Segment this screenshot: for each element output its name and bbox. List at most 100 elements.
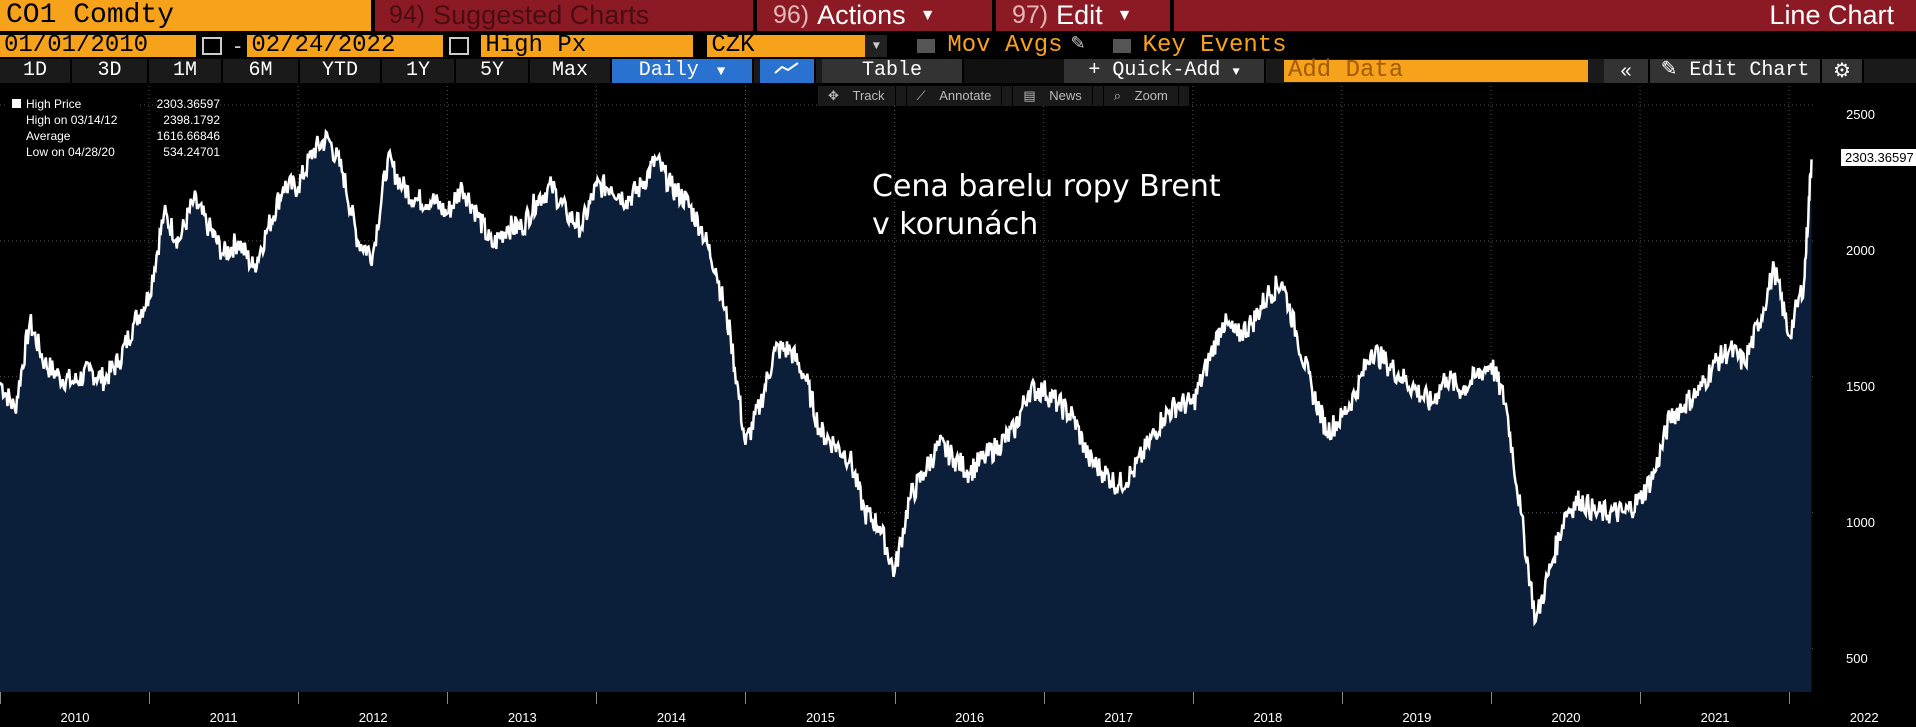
x-tick-label: 2012 (358, 710, 388, 725)
calendar-icon[interactable] (202, 37, 222, 55)
pencil-icon: ✎ (1660, 59, 1678, 82)
quick-add-button[interactable]: + Quick-Add ▼ (1064, 59, 1266, 83)
x-tick-label: 2022 (1849, 710, 1879, 725)
annotate-tool[interactable]: ⟋ Annotate (907, 86, 1014, 106)
x-tick-mark (596, 692, 598, 704)
legend-label: Average (8, 128, 138, 144)
last-price-tag: 2303.36597 (1841, 149, 1916, 166)
key-events-checkbox[interactable] (1112, 39, 1131, 53)
legend-label: Low on 04/28/20 (8, 144, 138, 160)
title-bar: CO1 Comdty 94) Suggested Charts 96) Acti… (0, 0, 1916, 33)
x-tick-mark (149, 692, 151, 704)
date-separator: - (234, 33, 242, 58)
period-toolbar: 1D 3D 1M 6M YTD 1Y 5Y Max Daily ▼ Table … (0, 59, 1916, 83)
annotate-label: Annotate (929, 86, 1003, 105)
legend-row: High Price 2303.36597 (8, 96, 220, 112)
field-select[interactable]: High Px (481, 34, 694, 58)
period-1y[interactable]: 1Y (382, 59, 456, 83)
actions-menu[interactable]: 96) Actions ▼ (757, 0, 992, 31)
calendar-icon[interactable] (449, 37, 470, 55)
frequency-label: Daily (638, 59, 699, 82)
price-chart[interactable] (0, 86, 1838, 692)
period-1m[interactable]: 1M (149, 59, 223, 83)
legend-label: High on 03/14/12 (8, 112, 138, 128)
x-tick-label: 2020 (1551, 710, 1581, 725)
legend-row: Low on 04/28/20 534.24701 (8, 144, 220, 160)
add-data-input[interactable]: Add Data (1284, 59, 1588, 83)
ticker-field[interactable]: CO1 Comdty (0, 0, 371, 31)
legend-value: 1616.66846 (156, 129, 220, 143)
table-button[interactable]: Table (822, 59, 964, 83)
legend-label: High Price (8, 96, 138, 112)
edit-chart-button[interactable]: ✎ Edit Chart (1650, 59, 1822, 83)
series-swatch (12, 99, 21, 108)
x-tick-label: 2013 (507, 710, 537, 725)
period-6m[interactable]: 6M (223, 59, 300, 83)
edit-num: 97) (1012, 1, 1049, 29)
x-tick-label: 2014 (656, 710, 686, 725)
annotation-line-2: v korunách (872, 207, 1039, 242)
y-tick-label: 1500 (1846, 378, 1875, 394)
end-date-field[interactable]: 02/24/2022 (247, 34, 444, 58)
period-ytd[interactable]: YTD (300, 59, 382, 83)
period-5y[interactable]: 5Y (456, 59, 530, 83)
suggested-label: Suggested Charts (433, 0, 650, 30)
x-tick-label: 2017 (1104, 710, 1134, 725)
quick-add-label: Quick-Add (1112, 59, 1221, 82)
chevron-down-icon: ▼ (865, 35, 888, 57)
x-tick-label: 2011 (209, 710, 238, 725)
frequency-select[interactable]: Daily ▼ (612, 59, 754, 83)
controls-bar: 01/01/2010 - 02/24/2022 High Px CZK ▼ Mo… (0, 33, 1916, 59)
plus-icon: + (1088, 59, 1101, 82)
zoom-label: Zoom (1124, 86, 1179, 105)
period-1d[interactable]: 1D (0, 59, 72, 83)
legend-value: 2303.36597 (156, 97, 220, 111)
edit-label: Edit (1056, 0, 1103, 30)
x-tick-label: 2010 (60, 710, 90, 725)
chart-annotation: Cena barelu ropy Brent v korunách (872, 168, 1221, 244)
suggested-charts-menu[interactable]: 94) Suggested Charts (375, 0, 753, 31)
actions-num: 96) (773, 1, 810, 29)
y-tick-label: 1000 (1846, 514, 1875, 530)
x-tick-label: 2015 (806, 710, 835, 725)
x-tick-mark (745, 692, 747, 704)
x-tick-mark (0, 692, 1, 704)
collapse-icon[interactable]: « (1604, 59, 1650, 83)
y-tick-label: 2000 (1846, 242, 1875, 258)
y-tick-label: 2500 (1846, 107, 1875, 123)
x-axis: 2010 2011 2012 2013 2014 2015 2016 2017 2018 2019… (0, 692, 1916, 727)
x-tick-label: 2021 (1700, 710, 1730, 725)
price-line (0, 128, 1813, 627)
price-area-fill (0, 131, 1812, 692)
x-tick-mark (1490, 692, 1492, 704)
currency-select[interactable]: CZK ▼ (707, 34, 888, 58)
actions-label: Actions (817, 0, 906, 30)
edit-chart-label: Edit Chart (1689, 59, 1810, 82)
mov-avgs-label[interactable]: Mov Avgs (947, 32, 1063, 59)
legend-text: High Price (26, 97, 82, 111)
x-tick-mark (894, 692, 896, 704)
x-tick-mark (298, 692, 300, 704)
mov-avgs-checkbox[interactable] (917, 39, 936, 53)
x-tick-label: 2016 (955, 710, 985, 725)
pencil-icon[interactable]: ✎ (1070, 33, 1086, 53)
zoom-tool[interactable]: ⌕ Zoom (1104, 86, 1190, 106)
legend-row: High on 03/14/12 2398.1792 (8, 112, 220, 128)
period-max[interactable]: Max (530, 59, 612, 83)
news-label: News (1039, 86, 1093, 105)
chart-tools: ✥ Track ⟋ Annotate ▤ News ⌕ Zoom (818, 86, 1190, 106)
line-chart-icon[interactable] (760, 59, 816, 83)
legend-row: Average 1616.66846 (8, 128, 220, 144)
key-events-label[interactable]: Key Events (1142, 32, 1287, 59)
start-date-field[interactable]: 01/01/2010 (0, 34, 196, 58)
period-3d[interactable]: 3D (72, 59, 149, 83)
track-tool[interactable]: ✥ Track (818, 86, 907, 106)
x-tick-mark (1043, 692, 1045, 704)
x-tick-mark (1640, 692, 1642, 704)
edit-menu[interactable]: 97) Edit ▼ (996, 0, 1170, 31)
y-axis: 500 1000 1500 2000 2500 (1838, 96, 1916, 686)
news-tool[interactable]: ▤ News (1013, 86, 1104, 106)
track-label: Track (842, 86, 896, 105)
chart-type-title: Line Chart (1174, 0, 1916, 31)
gear-icon[interactable]: ⚙ (1822, 59, 1864, 83)
